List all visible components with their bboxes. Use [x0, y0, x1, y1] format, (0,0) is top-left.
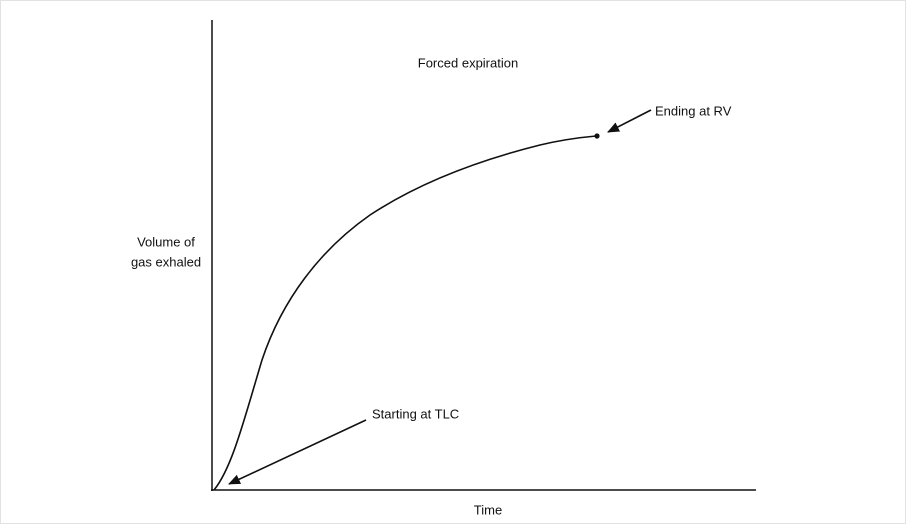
- annotation: Starting at TLC: [372, 406, 459, 421]
- x-axis-label: Time: [474, 502, 502, 517]
- arrow-tlc: [228, 419, 367, 485]
- arrow-rv: [607, 109, 652, 133]
- annotation: Ending at RV: [655, 103, 732, 118]
- title: Forced expiration: [418, 55, 518, 70]
- y-axis-label: gas exhaled: [131, 254, 201, 269]
- end-point: [594, 133, 600, 139]
- y-axis-label: Volume of: [137, 234, 195, 249]
- expiration-curve: [213, 135, 597, 491]
